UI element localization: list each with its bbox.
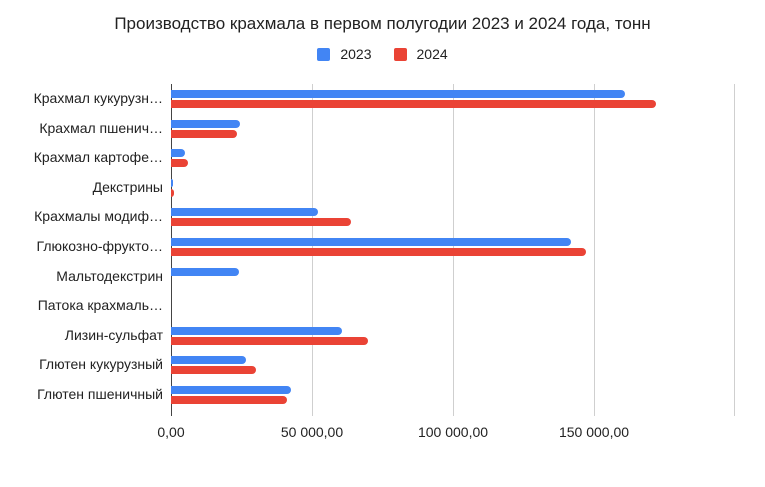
category-label: Крахмал картофе… — [33, 149, 163, 166]
category-label: Крахмал кукурузн… — [33, 90, 163, 106]
bar-2023[interactable] — [171, 149, 186, 158]
legend-swatch-blue-icon — [317, 47, 331, 61]
bar-2023[interactable] — [171, 386, 291, 394]
gridline — [594, 84, 595, 416]
category-label: Глютен пшеничный — [37, 386, 163, 402]
bar-2024[interactable] — [171, 336, 369, 345]
legend-swatch-red-icon — [393, 47, 407, 61]
x-tick-label: 50 000,00 — [280, 424, 344, 440]
gridline — [734, 84, 735, 416]
x-tick-label: 100 000,00 — [417, 424, 489, 440]
legend-item-2023[interactable]: 2023 — [317, 46, 372, 62]
category-label: Мальтодекстрин — [56, 267, 163, 284]
bar-2023[interactable] — [171, 356, 246, 365]
x-tick-label: 150 000,00 — [558, 424, 630, 440]
bar-2024[interactable] — [171, 366, 256, 375]
bar-2023[interactable] — [171, 238, 572, 246]
bar-2023[interactable] — [171, 208, 318, 217]
bar-2024[interactable] — [171, 129, 238, 138]
bar-2023[interactable] — [171, 119, 241, 128]
legend-label: 2023 — [340, 46, 372, 62]
category-label: Глютен кукурузный — [39, 356, 163, 373]
category-label: Декстрины — [92, 178, 163, 195]
bar-2024[interactable] — [171, 396, 287, 404]
bar-2023[interactable] — [171, 90, 626, 98]
legend-label: 2024 — [416, 46, 448, 62]
bar-2024[interactable] — [171, 188, 174, 197]
bar-2024[interactable] — [171, 100, 657, 108]
chart-legend: 2023 2024 — [0, 46, 765, 62]
bar-2023[interactable] — [171, 326, 342, 335]
plot-area — [171, 84, 735, 416]
chart-title: Производство крахмала в первом полугодии… — [114, 14, 651, 33]
category-label: Лизин-сульфат — [64, 326, 163, 343]
bar-2023[interactable] — [171, 267, 239, 276]
bar-2024[interactable] — [171, 218, 352, 227]
category-label: Крахмал пшенич… — [39, 119, 163, 136]
legend-item-2024[interactable]: 2024 — [393, 46, 448, 62]
category-label: Крахмалы модиф… — [34, 208, 163, 225]
category-label: Глюкозно-фрукто… — [36, 238, 163, 254]
bar-2024[interactable] — [171, 248, 586, 256]
bar-2024[interactable] — [171, 159, 188, 168]
category-label: Патока крахмаль… — [37, 297, 163, 314]
x-tick-label: 0,00 — [157, 424, 185, 440]
bar-2023[interactable] — [171, 178, 173, 187]
